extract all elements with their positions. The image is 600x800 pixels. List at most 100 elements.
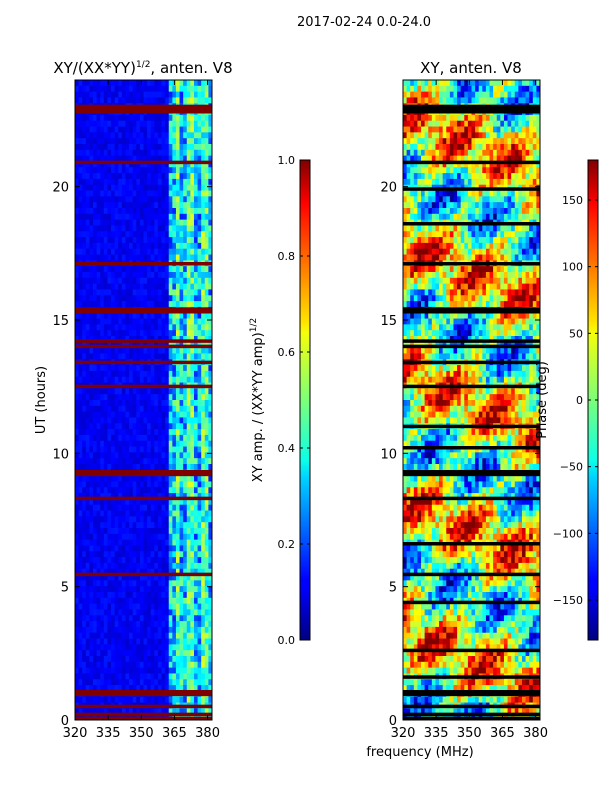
heatmap-cell — [417, 155, 422, 162]
heatmap-cell — [85, 458, 90, 465]
heatmap-cell — [204, 370, 209, 378]
heatmap-cell — [157, 114, 162, 122]
heatmap-cell — [100, 592, 105, 599]
heatmap-cell — [186, 493, 191, 500]
heatmap-cell — [183, 237, 188, 244]
heatmap-cell — [157, 708, 162, 715]
heatmap-cell — [75, 388, 80, 395]
heatmap-cell — [139, 539, 144, 546]
heatmap-cell — [75, 411, 80, 418]
heatmap-cell — [103, 202, 108, 209]
heatmap-cell — [172, 289, 177, 296]
heatmap-cell — [190, 167, 195, 174]
heatmap-cell — [154, 97, 159, 104]
heatmap-cell — [132, 510, 137, 517]
heatmap-cell — [139, 97, 144, 104]
heatmap-cell — [150, 696, 155, 703]
heatmap-cell — [175, 266, 180, 273]
heatmap-cell — [125, 266, 130, 273]
heatmap-cell — [103, 144, 108, 151]
heatmap-cell — [85, 568, 90, 575]
heatmap-cell — [85, 626, 90, 634]
heatmap-cell — [410, 126, 415, 133]
heatmap-cell — [168, 609, 173, 616]
heatmap-cell — [107, 289, 112, 296]
heatmap-cell — [100, 504, 105, 511]
heatmap-cell — [85, 493, 90, 500]
heatmap-cell — [175, 644, 180, 651]
heatmap-cell — [421, 114, 426, 122]
heatmap-cell — [172, 272, 177, 279]
heatmap-cell — [154, 539, 159, 546]
heatmap-cell — [157, 603, 162, 610]
heatmap-cell — [118, 516, 123, 523]
heatmap-cell — [89, 231, 94, 238]
heatmap-cell — [75, 400, 80, 407]
heatmap-cell — [118, 219, 123, 226]
heatmap-cell — [165, 475, 170, 482]
heatmap-cell — [204, 626, 209, 634]
heatmap-cell — [111, 545, 116, 552]
heatmap-cell — [93, 330, 98, 337]
heatmap-cell — [103, 365, 108, 372]
heatmap-cell — [147, 423, 152, 430]
heatmap-cell — [511, 132, 516, 139]
heatmap-cell — [154, 318, 159, 325]
heatmap-cell — [129, 370, 134, 378]
heatmap-cell — [132, 661, 137, 669]
heatmap-cell — [460, 149, 465, 157]
heatmap-cell — [147, 417, 152, 424]
heatmap-cell — [121, 394, 126, 401]
heatmap-cell — [204, 312, 209, 319]
heatmap-cell — [100, 708, 105, 715]
heatmap-cell — [204, 673, 209, 680]
heatmap-cell — [78, 213, 83, 221]
heatmap-cell — [193, 295, 198, 302]
heatmap-cell — [424, 138, 429, 145]
heatmap-cell — [201, 405, 206, 413]
heatmap-cell — [125, 353, 130, 360]
heatmap-cell — [161, 178, 166, 186]
heatmap-cell — [93, 603, 98, 610]
heatmap-cell — [208, 91, 213, 98]
heatmap-cell — [532, 178, 537, 186]
heatmap-cell — [471, 138, 476, 145]
heatmap-cell — [525, 85, 530, 93]
heatmap-cell — [85, 498, 90, 506]
heatmap-cell — [154, 254, 159, 261]
heatmap-cell — [121, 417, 126, 424]
heatmap-cell — [201, 353, 206, 360]
heatmap-cell — [514, 126, 519, 133]
heatmap-cell — [150, 266, 155, 273]
heatmap-cell — [96, 155, 101, 162]
heatmap-cell — [111, 225, 116, 232]
heatmap-cell — [183, 417, 188, 424]
heatmap-cell — [111, 388, 116, 395]
heatmap-cell — [406, 178, 411, 186]
heatmap-cell — [197, 586, 202, 593]
heatmap-cell — [175, 562, 180, 570]
heatmap-cell — [100, 440, 105, 447]
heatmap-cell — [107, 330, 112, 337]
heatmap-cell — [161, 504, 166, 511]
heatmap-cell — [121, 190, 126, 197]
heatmap-cell — [161, 301, 166, 308]
heatmap-cell — [172, 417, 177, 424]
heatmap-cell — [186, 91, 191, 98]
heatmap-cell — [204, 208, 209, 215]
heatmap-cell — [172, 149, 177, 157]
heatmap-cell — [143, 85, 148, 93]
heatmap-cell — [204, 394, 209, 401]
heatmap-cell — [75, 510, 80, 517]
heatmap-cell — [204, 446, 209, 453]
heatmap-cell — [107, 237, 112, 244]
heatmap-cell — [136, 644, 141, 651]
heatmap-cell — [165, 626, 170, 634]
heatmap-cell — [197, 120, 202, 127]
heatmap-cell — [165, 155, 170, 162]
heatmap-cell — [139, 370, 144, 378]
heatmap-cell — [208, 615, 213, 622]
heatmap-cell — [82, 202, 87, 209]
heatmap-cell — [118, 231, 123, 238]
heatmap-cell — [118, 161, 123, 168]
